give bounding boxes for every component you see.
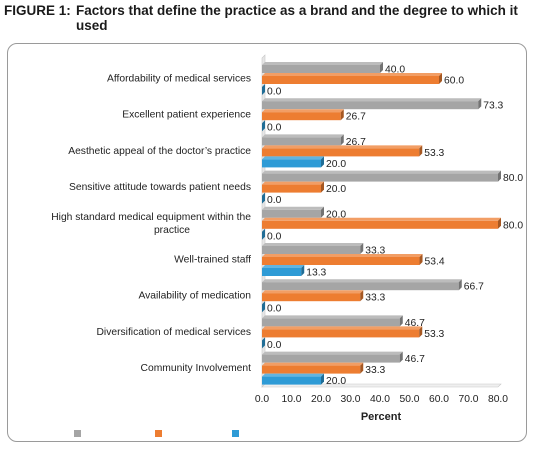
bar — [262, 134, 344, 146]
bar — [262, 109, 344, 121]
x-tick-label: 20.0 — [311, 394, 331, 405]
data-label: 20.0 — [326, 184, 346, 195]
x-tick-label: 30.0 — [340, 394, 360, 405]
category-label: Well-trained staff — [174, 255, 251, 266]
bar — [262, 265, 305, 276]
x-tick-label: 60.0 — [429, 394, 449, 405]
bar — [262, 243, 364, 254]
data-label: 46.7 — [405, 318, 425, 329]
figure-title: FIGURE 1: Factors that define the practic… — [4, 3, 532, 33]
bar — [262, 181, 324, 193]
category-labels: Affordability of medical services Excelle… — [51, 74, 251, 375]
bar — [262, 290, 364, 302]
legend — [74, 430, 239, 437]
data-label: 0.0 — [267, 123, 282, 134]
x-tick-labels: 0.0 10.0 20.0 30.0 40.0 50.0 60.0 70.0 80.0 — [255, 394, 508, 405]
bar — [262, 217, 501, 229]
value-labels: 40.0 73.3 26.7 80.0 20.0 33.3 66.7 46.7 46.7 60.0… — [267, 65, 523, 388]
category-label: Excellent patient experience — [122, 110, 251, 121]
data-label: 53.3 — [424, 148, 444, 159]
data-label: 20.0 — [326, 159, 346, 170]
category-label: Affordability of medical services — [107, 74, 251, 85]
data-label: 13.3 — [306, 268, 326, 279]
axis-floor — [261, 383, 502, 388]
bar — [262, 120, 265, 132]
data-label: 80.0 — [503, 173, 523, 184]
data-label: 80.0 — [503, 220, 523, 231]
data-label: 0.0 — [267, 304, 282, 315]
bar — [262, 301, 265, 313]
bar — [262, 326, 423, 338]
data-label: 26.7 — [346, 137, 366, 148]
bar — [262, 362, 364, 374]
data-label: 60.0 — [444, 76, 464, 87]
x-axis-title: Percent — [361, 411, 402, 423]
legend-swatch — [232, 430, 239, 437]
category-label: Diversification of medical services — [96, 327, 251, 338]
bar — [262, 98, 482, 110]
figure-caption: Factors that define the practice as a br… — [76, 3, 518, 33]
figure-label: FIGURE 1: — [4, 3, 71, 18]
x-tick-label: 10.0 — [281, 394, 301, 405]
bar — [262, 73, 442, 84]
bar — [262, 170, 501, 182]
data-label: 0.0 — [267, 340, 282, 351]
data-label: 0.0 — [267, 87, 282, 98]
data-label: 66.7 — [464, 282, 484, 293]
legend-swatch — [155, 430, 162, 437]
data-label: 40.0 — [385, 65, 405, 76]
data-label: 53.4 — [425, 257, 445, 268]
chart-frame — [7, 43, 527, 442]
x-tick-label: 40.0 — [370, 394, 390, 405]
data-label: 0.0 — [267, 195, 282, 206]
bar — [262, 228, 265, 240]
legend-swatch — [74, 430, 81, 437]
bar — [262, 206, 324, 218]
category-label: Community Involvement — [141, 363, 252, 374]
x-tick-label: 50.0 — [399, 394, 419, 405]
x-tick-label: 80.0 — [488, 394, 508, 405]
category-label: Aesthetic appeal of the doctor’s practic… — [68, 146, 251, 157]
bar — [262, 156, 324, 168]
bar — [262, 84, 265, 95]
data-label: 33.3 — [365, 365, 385, 376]
data-label: 20.0 — [326, 376, 346, 387]
bar — [262, 192, 265, 204]
data-label: 53.3 — [424, 329, 444, 340]
bar — [262, 145, 423, 157]
x-tick-label: 0.0 — [255, 394, 270, 405]
category-label: Availability of medication — [138, 291, 251, 302]
bar — [262, 351, 403, 363]
category-label: High standard medical equipment within t… — [51, 212, 251, 236]
bar — [262, 373, 324, 385]
data-label: 26.7 — [346, 112, 366, 123]
data-label: 33.3 — [365, 293, 385, 304]
bars — [262, 62, 501, 385]
bar — [262, 62, 383, 73]
data-label: 0.0 — [267, 231, 282, 242]
bar — [262, 279, 462, 291]
bar — [262, 315, 403, 327]
category-label: Sensitive attitude towards patient needs — [69, 182, 251, 193]
bar — [262, 254, 423, 265]
bar — [262, 337, 265, 349]
data-label: 46.7 — [405, 354, 425, 365]
data-label: 73.3 — [483, 101, 503, 112]
data-label: 20.0 — [326, 209, 346, 220]
data-label: 33.3 — [365, 246, 385, 257]
x-tick-label: 70.0 — [458, 394, 478, 405]
